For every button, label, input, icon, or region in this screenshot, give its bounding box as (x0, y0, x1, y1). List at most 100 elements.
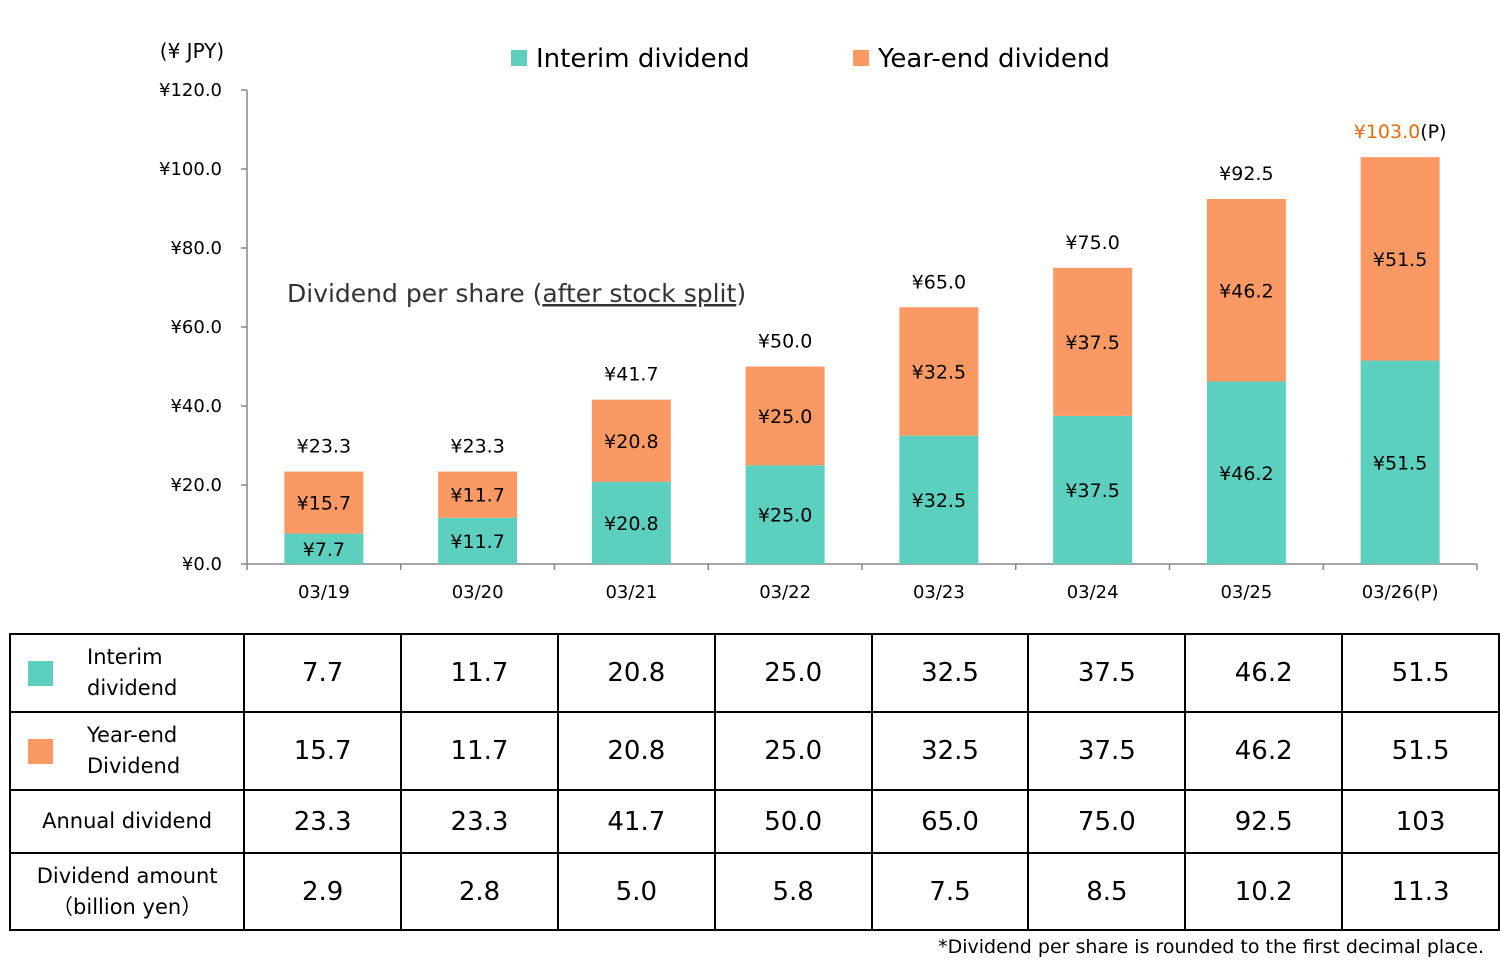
total-label: ¥65.0 (912, 271, 966, 293)
table-cell: 51.5 (1341, 633, 1500, 713)
table-row: Interim dividend 7.7 11.7 20.8 25.0 32.5 37.5 46… (8, 633, 1500, 713)
data-label-year-end: ¥46.2 (1219, 280, 1273, 302)
table-cell: 5.8 (713, 852, 873, 931)
table-cell: 37.5 (1027, 633, 1187, 713)
data-label-interim: ¥11.7 (450, 531, 504, 553)
data-label-interim: ¥20.8 (604, 513, 658, 535)
table-cell: 23.3 (243, 789, 403, 854)
table-cell: 25.0 (713, 633, 873, 713)
legend-swatch-icon (28, 660, 53, 686)
bar-year-end (591, 399, 671, 482)
x-tick-label: 03/19 (298, 582, 350, 603)
table-cell: 37.5 (1027, 711, 1187, 791)
legend-label: Interim dividend (536, 44, 750, 74)
data-label-year-end: ¥11.7 (450, 485, 504, 507)
row-label: Annual dividend (8, 789, 246, 854)
table-cell: 32.5 (870, 633, 1030, 713)
table-cell: 32.5 (870, 711, 1030, 791)
row-label-line: （billion yen） (52, 894, 203, 919)
table-cell: 8.5 (1027, 852, 1187, 931)
y-tick-label: ¥60.0 (170, 317, 222, 338)
bar-year-end (284, 471, 364, 534)
dividend-table: Interim dividend 7.7 11.7 20.8 25.0 32.5 37.5 46… (8, 633, 1500, 931)
data-label-year-end: ¥15.7 (297, 493, 351, 515)
row-label-line: Year-end (87, 723, 178, 747)
data-label-year-end: ¥20.8 (604, 431, 658, 453)
data-label-interim: ¥37.5 (1065, 480, 1119, 502)
table-cell: 50.0 (713, 789, 873, 854)
table-cell: 20.8 (556, 633, 716, 713)
y-tick-label: ¥20.0 (170, 475, 222, 496)
bar-interim (899, 435, 979, 564)
total-label: ¥50.0 (758, 331, 812, 353)
y-tick-label: ¥100.0 (159, 159, 222, 180)
table-row: Dividend amount （billion yen） 2.9 2.8 5.0 5.8… (8, 852, 1500, 931)
bar-interim (591, 481, 671, 564)
y-tick-label: ¥0.0 (182, 554, 222, 575)
total-label: ¥23.3 (297, 436, 351, 458)
total-label: ¥75.0 (1065, 232, 1119, 254)
row-label-line: Interim (87, 645, 163, 669)
x-tick-label: 03/25 (1220, 582, 1272, 603)
table-cell: 11.7 (400, 633, 559, 713)
data-label-interim: ¥51.5 (1373, 452, 1427, 474)
row-label-line: Annual dividend (42, 809, 213, 833)
table-cell: 46.2 (1184, 711, 1344, 791)
total-label: ¥23.3 (450, 436, 504, 458)
bar-year-end (899, 307, 979, 436)
bar-year-end (1206, 199, 1286, 382)
data-label-interim: ¥25.0 (758, 505, 812, 527)
footnote: *Dividend per share is rounded to the fi… (938, 936, 1484, 958)
table-cell: 2.9 (243, 852, 403, 931)
x-tick-label: 03/21 (605, 582, 657, 603)
x-tick-label: 03/24 (1067, 582, 1119, 603)
legend-swatch (853, 50, 869, 66)
y-unit-label: (¥ JPY) (160, 39, 224, 63)
table-cell: 7.7 (243, 633, 403, 713)
bar-interim (1206, 381, 1286, 564)
bar-interim (745, 465, 825, 564)
chart-annotation: Dividend per share (after stock split) (287, 279, 746, 308)
data-label-interim: ¥32.5 (912, 490, 966, 512)
y-tick-label: ¥40.0 (170, 396, 222, 417)
table-cell: 10.2 (1184, 852, 1344, 931)
total-label: ¥92.5 (1219, 163, 1273, 185)
row-label: Dividend amount （billion yen） (8, 852, 246, 931)
table-cell: 11.3 (1341, 852, 1500, 931)
table-row: Year-end Dividend 15.7 11.7 20.8 25.0 32.5 37.5… (8, 711, 1500, 791)
x-tick-label: 03/20 (452, 582, 504, 603)
x-tick-label: 03/22 (759, 582, 811, 603)
dividend-chart-svg: ¥0.0 ¥20.0 ¥40.0 ¥60.0 ¥80.0 ¥100.0 ¥120.0 (¥ J… (159, 39, 1478, 603)
bar-interim (438, 517, 518, 564)
bar-year-end (1360, 157, 1440, 361)
bar-interim (284, 533, 364, 564)
table-cell: 92.5 (1184, 789, 1344, 854)
table-cell: 25.0 (713, 711, 873, 791)
table-cell: 15.7 (243, 711, 403, 791)
data-label-interim: ¥46.2 (1219, 463, 1273, 485)
bar-year-end (1053, 267, 1133, 416)
total-label: ¥103.0(P) (1354, 121, 1447, 143)
table-cell: 75.0 (1027, 789, 1187, 854)
data-label-year-end: ¥51.5 (1373, 249, 1427, 271)
data-label-year-end: ¥37.5 (1065, 332, 1119, 354)
y-tick-label: ¥80.0 (170, 238, 222, 259)
table-cell: 51.5 (1341, 711, 1500, 791)
bar-year-end (745, 366, 825, 466)
table-cell: 46.2 (1184, 633, 1344, 713)
table-cell: 11.7 (400, 711, 559, 791)
bar-interim (1053, 415, 1133, 564)
row-label: Year-end Dividend (8, 711, 246, 791)
table-cell: 103 (1341, 789, 1500, 854)
data-label-year-end: ¥25.0 (758, 406, 812, 428)
table-cell: 23.3 (400, 789, 559, 854)
dividend-chart: ¥0.0 ¥20.0 ¥40.0 ¥60.0 ¥80.0 ¥100.0 ¥120.0 (¥ J… (159, 39, 1478, 603)
table-cell: 7.5 (870, 852, 1030, 931)
total-label: ¥41.7 (604, 364, 658, 386)
legend-swatch-icon (28, 738, 53, 764)
row-label-line: Dividend amount (36, 863, 218, 888)
x-tick-label: 03/26(P) (1362, 582, 1439, 603)
data-label-interim: ¥7.7 (303, 539, 345, 561)
row-label: Interim dividend (8, 633, 246, 713)
legend-label: Year-end dividend (877, 44, 1110, 74)
